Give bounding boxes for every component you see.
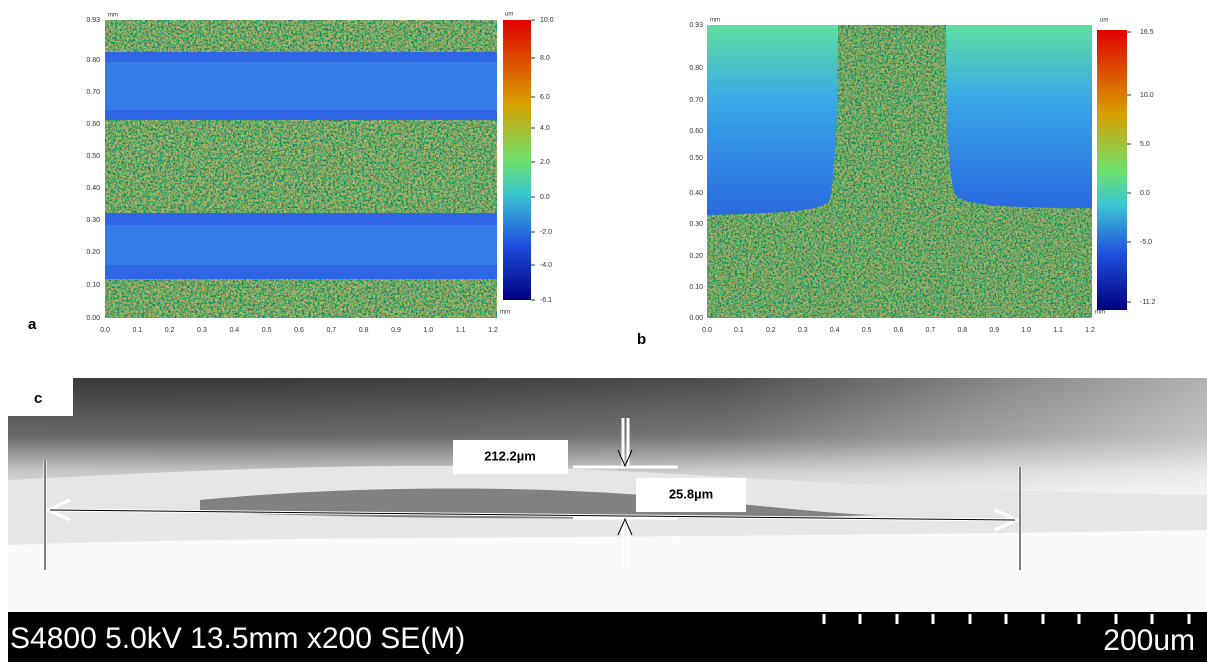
y-tick-label: 0.40: [86, 185, 100, 192]
y-tick-label: 0.93: [689, 22, 703, 29]
y-tick-label: 0.80: [689, 65, 703, 72]
x-tick-label: 1.1: [1053, 327, 1063, 334]
colorbar-unit: um: [505, 12, 513, 18]
colorbar-tick-label: -2.0: [540, 229, 552, 236]
y-tick-label: 0.60: [689, 128, 703, 135]
y-tick-label: 0.50: [689, 155, 703, 162]
y-tick-label: 0.50: [86, 153, 100, 160]
x-tick-label: 0.9: [989, 327, 999, 334]
x-tick-label: 0.8: [359, 327, 369, 334]
measurement-label: 25.8µm: [669, 486, 713, 501]
sem-image: [8, 378, 1207, 662]
x-tick-label: 0.9: [391, 327, 401, 334]
scale-label: 200um: [1103, 624, 1195, 657]
colorbar-tick-label: 0.0: [1140, 190, 1150, 197]
y-tick-label: 0.40: [689, 190, 703, 197]
colorbar-tick-label: 10.0: [1140, 92, 1154, 99]
colorbar-tick-label: 5.0: [1140, 141, 1150, 148]
colorbar-tick-label: -5.0: [1140, 239, 1152, 246]
x-tick-label: 0.3: [197, 327, 207, 334]
panel-label: b: [637, 331, 646, 348]
panel-label: c: [34, 390, 42, 407]
x-unit: mm: [500, 310, 510, 316]
x-tick-label: 0.4: [830, 327, 840, 334]
x-tick-label: 0.0: [702, 327, 712, 334]
x-unit: mm: [1095, 310, 1105, 316]
y-tick-label: 0.10: [86, 282, 100, 289]
y-tick-label: 0.70: [689, 97, 703, 104]
measurement-label: 212.2µm: [484, 448, 536, 463]
y-tick-label: 0.30: [86, 217, 100, 224]
page: {"panels": [ {"label": "a", "y_unit": "m…: [0, 0, 1207, 662]
colorbar-tick-label: 16.5: [1140, 29, 1154, 36]
x-tick-label: 0.8: [957, 327, 967, 334]
y-unit: mm: [108, 13, 118, 19]
panel-label: a: [28, 316, 37, 333]
x-tick-label: 1.2: [1085, 327, 1095, 334]
y-tick-label: 0.30: [689, 221, 703, 228]
y-tick-label: 0.00: [86, 315, 100, 322]
y-tick-label: 0.70: [86, 89, 100, 96]
colorbar-unit: um: [1100, 18, 1108, 24]
map-a: [105, 20, 531, 318]
x-tick-label: 0.1: [132, 327, 142, 334]
y-tick-label: 0.80: [86, 57, 100, 64]
map-b: [707, 25, 1127, 318]
colorbar-tick-label: 10.0: [540, 17, 554, 24]
figure: 0.930.800.700.600.500.400.300.200.100.00…: [0, 0, 1207, 662]
y-tick-label: 0.10: [689, 284, 703, 291]
colorbar-tick-label: 6.0: [540, 94, 550, 101]
y-tick-label: 0.20: [689, 253, 703, 260]
x-tick-label: 0.3: [798, 327, 808, 334]
x-tick-label: 0.5: [862, 327, 872, 334]
colorbar-tick-label: 0.0: [540, 194, 550, 201]
y-tick-label: 0.93: [86, 17, 100, 24]
x-tick-label: 1.2: [488, 327, 498, 334]
colorbar-tick-label: -4.0: [540, 262, 552, 269]
x-tick-label: 1.1: [456, 327, 466, 334]
x-tick-label: 1.0: [1021, 327, 1031, 334]
x-tick-label: 0.7: [326, 327, 336, 334]
y-tick-label: 0.60: [86, 121, 100, 128]
x-tick-label: 0.5: [262, 327, 272, 334]
colorbar-tick-label: 4.0: [540, 125, 550, 132]
x-tick-label: 0.2: [165, 327, 175, 334]
x-tick-label: 0.6: [294, 327, 304, 334]
x-tick-label: 0.0: [100, 327, 110, 334]
colorbar-tick-label: 2.0: [540, 159, 550, 166]
x-tick-label: 0.1: [734, 327, 744, 334]
y-tick-label: 0.00: [689, 315, 703, 322]
x-tick-label: 1.0: [423, 327, 433, 334]
instrument-footer: S4800 5.0kV 13.5mm x200 SE(M): [10, 622, 465, 655]
x-tick-label: 0.7: [926, 327, 936, 334]
colorbar-tick-label: 8.0: [540, 55, 550, 62]
colorbar-tick-label: -6.1: [540, 297, 552, 304]
x-tick-label: 0.6: [894, 327, 904, 334]
x-tick-label: 0.4: [229, 327, 239, 334]
x-tick-label: 0.2: [766, 327, 776, 334]
y-unit: mm: [710, 18, 720, 24]
y-tick-label: 0.20: [86, 249, 100, 256]
colorbar-tick-label: -11.2: [1140, 299, 1156, 306]
